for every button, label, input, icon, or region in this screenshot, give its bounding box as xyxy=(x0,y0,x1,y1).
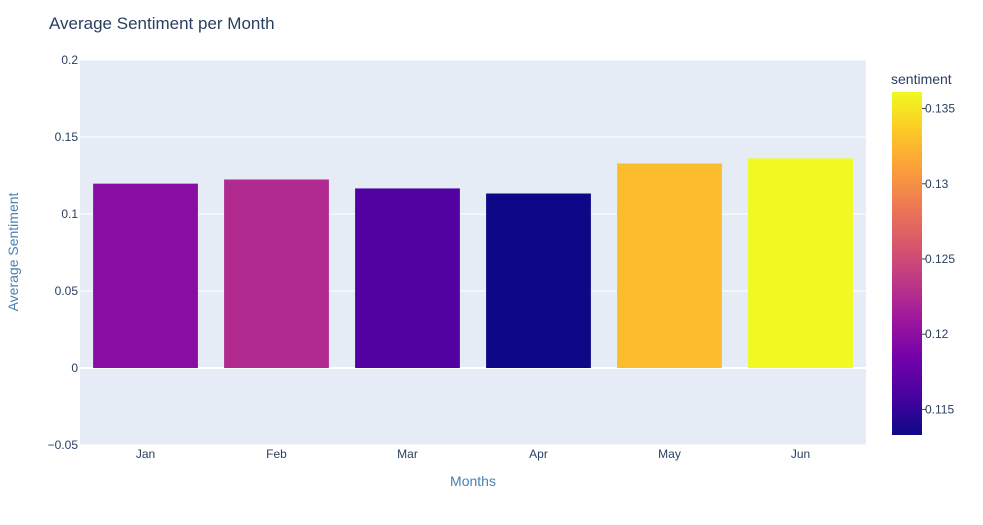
y-tick-labels: −0.05 0 0.05 0.1 0.15 0.2 xyxy=(48,53,79,452)
colorbar-tick-label: 0.135 xyxy=(925,102,955,116)
chart-title: Average Sentiment per Month xyxy=(49,14,275,33)
bar-apr xyxy=(486,193,591,368)
x-tick-label: Jan xyxy=(136,447,155,461)
bars xyxy=(93,158,853,368)
colorbar-tick-label: 0.12 xyxy=(925,327,949,341)
colorbar-tick-label: 0.13 xyxy=(925,177,949,191)
bar-feb xyxy=(224,179,329,368)
y-tick-label: 0.1 xyxy=(61,207,78,221)
colorbar: sentiment 0.115 0.12 0.125 0.13 0.135 xyxy=(891,71,955,435)
colorbar-gradient xyxy=(892,92,922,435)
y-tick-label: 0.2 xyxy=(61,53,78,67)
bar-jan xyxy=(93,183,198,368)
x-tick-label: Apr xyxy=(529,447,548,461)
y-tick-label: 0 xyxy=(71,361,78,375)
y-axis-label: Average Sentiment xyxy=(5,192,21,311)
y-tick-label: 0.05 xyxy=(55,284,79,298)
bar-may xyxy=(617,163,722,368)
bar-mar xyxy=(355,188,460,368)
x-tick-label: Mar xyxy=(397,447,418,461)
bar-jun xyxy=(748,158,853,368)
plot-area xyxy=(80,60,866,445)
colorbar-tick-label: 0.125 xyxy=(925,252,955,266)
y-tick-label: 0.15 xyxy=(55,130,79,144)
colorbar-tick-label: 0.115 xyxy=(925,402,954,416)
colorbar-ticks: 0.115 0.12 0.125 0.13 0.135 xyxy=(922,102,955,416)
x-tick-label: Jun xyxy=(791,447,810,461)
gridlines xyxy=(80,59,866,446)
x-tick-labels: Jan Feb Mar Apr May Jun xyxy=(136,447,810,461)
x-tick-label: Feb xyxy=(266,447,287,461)
y-tick-label: −0.05 xyxy=(48,438,79,452)
x-axis-label: Months xyxy=(450,473,496,489)
colorbar-title: sentiment xyxy=(891,71,952,87)
x-tick-label: May xyxy=(658,447,681,461)
